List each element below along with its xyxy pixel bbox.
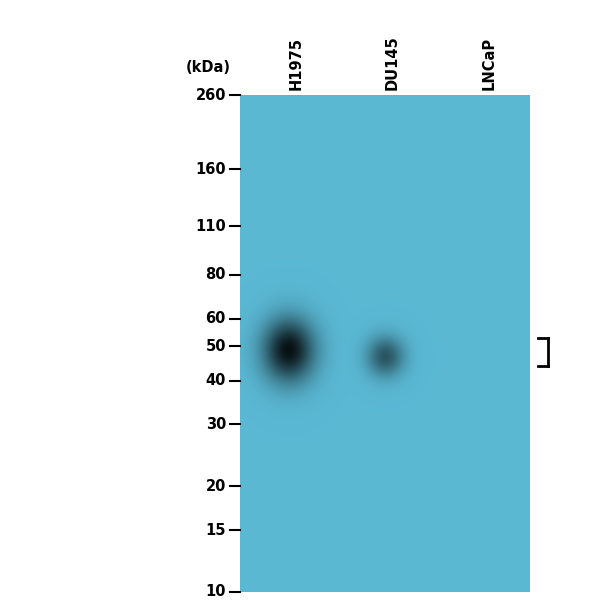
Text: 20: 20 <box>206 479 226 494</box>
Text: 50: 50 <box>205 339 226 354</box>
Text: 80: 80 <box>205 267 226 282</box>
Text: 160: 160 <box>196 161 226 176</box>
Text: (kDa): (kDa) <box>186 59 231 74</box>
Text: 40: 40 <box>206 373 226 388</box>
Text: H1975: H1975 <box>289 37 304 90</box>
Bar <box>240 95 530 592</box>
Text: 60: 60 <box>206 311 226 326</box>
Text: 30: 30 <box>206 417 226 432</box>
Text: 110: 110 <box>195 219 226 234</box>
Text: LNCaP: LNCaP <box>482 37 497 90</box>
Text: 15: 15 <box>205 523 226 538</box>
Text: 260: 260 <box>196 88 226 103</box>
Text: 10: 10 <box>205 584 226 599</box>
Text: DU145: DU145 <box>385 35 400 90</box>
